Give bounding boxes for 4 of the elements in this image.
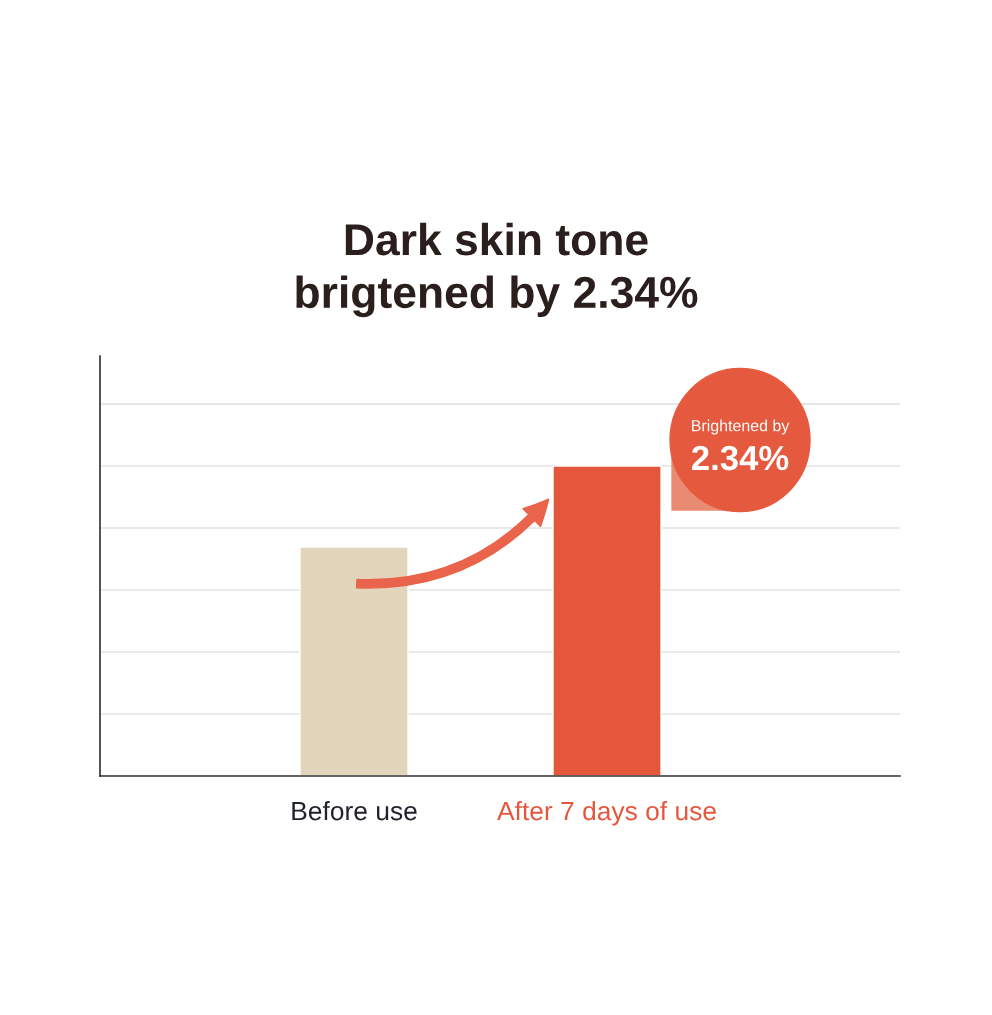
annotation: Brightened by 2.34% [692,419,790,471]
chart-title: Dark skin tone brigtened by 2.34% [296,222,698,318]
x-tick-label: After 7 days of use [497,801,716,826]
x-tick-label: Before use [292,801,417,821]
